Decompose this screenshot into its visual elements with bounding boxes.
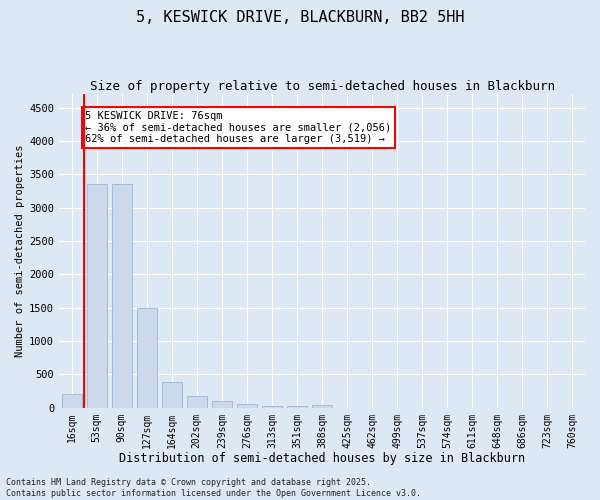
Bar <box>187 396 207 407</box>
Title: Size of property relative to semi-detached houses in Blackburn: Size of property relative to semi-detach… <box>89 80 554 93</box>
Bar <box>62 394 82 407</box>
Bar <box>287 406 307 408</box>
Bar <box>162 382 182 407</box>
Bar <box>86 184 107 408</box>
Bar <box>312 404 332 407</box>
Bar <box>137 308 157 408</box>
Bar <box>237 404 257 407</box>
X-axis label: Distribution of semi-detached houses by size in Blackburn: Distribution of semi-detached houses by … <box>119 452 525 465</box>
Text: Contains HM Land Registry data © Crown copyright and database right 2025.
Contai: Contains HM Land Registry data © Crown c… <box>6 478 421 498</box>
Bar <box>112 184 131 408</box>
Bar <box>262 406 282 407</box>
Bar <box>212 401 232 407</box>
Text: 5 KESWICK DRIVE: 76sqm
← 36% of semi-detached houses are smaller (2,056)
62% of : 5 KESWICK DRIVE: 76sqm ← 36% of semi-det… <box>85 111 392 144</box>
Y-axis label: Number of semi-detached properties: Number of semi-detached properties <box>15 144 25 357</box>
Text: 5, KESWICK DRIVE, BLACKBURN, BB2 5HH: 5, KESWICK DRIVE, BLACKBURN, BB2 5HH <box>136 10 464 25</box>
